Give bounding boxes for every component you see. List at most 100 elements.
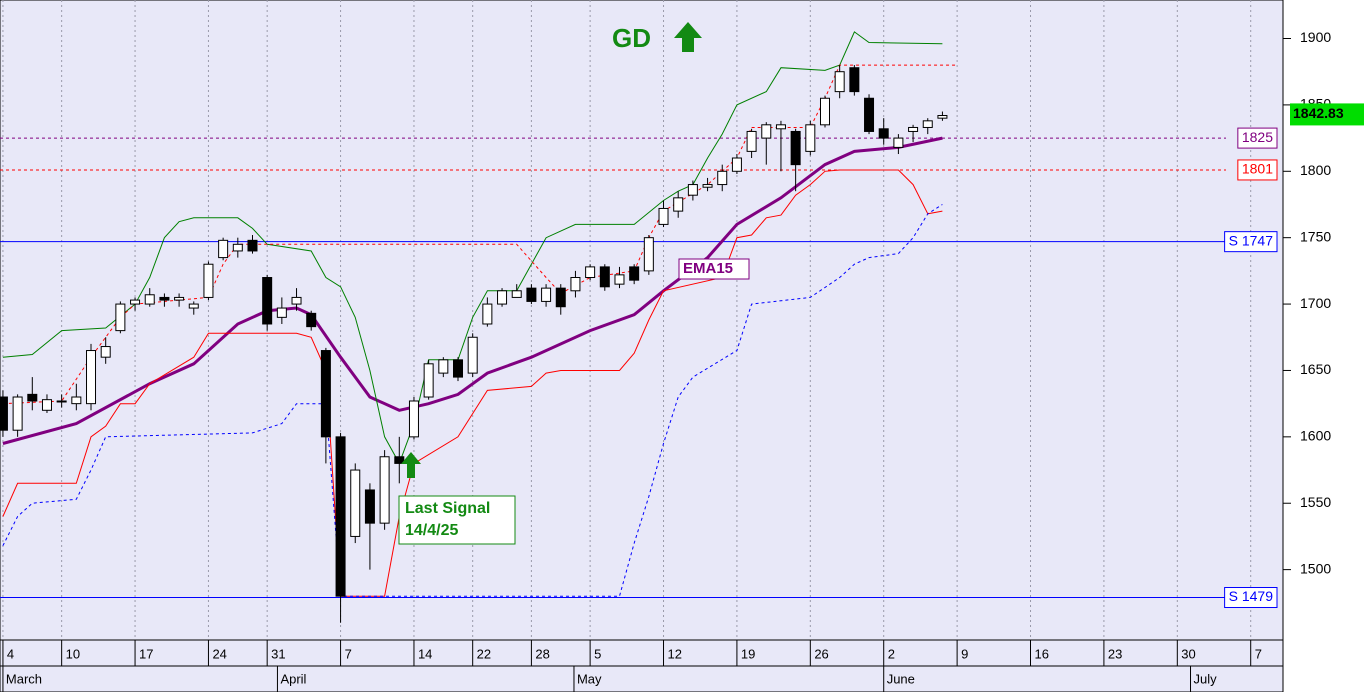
candle-body <box>937 115 948 119</box>
candle-body <box>232 243 243 252</box>
x-tick-label: 16 <box>1035 646 1049 661</box>
month-label: May <box>577 671 602 686</box>
month-label: March <box>6 671 42 686</box>
candle-body <box>717 170 728 186</box>
candle-body <box>306 312 317 328</box>
level-box <box>1224 587 1278 609</box>
candle-body <box>438 359 449 374</box>
candle-body <box>203 263 214 298</box>
signal-box <box>398 495 516 545</box>
candle-body <box>335 436 346 597</box>
x-tick-label: 2 <box>888 646 895 661</box>
x-tick-label: 14 <box>418 646 432 661</box>
candle-body <box>658 207 669 225</box>
candle-body <box>805 124 816 152</box>
candle-body <box>408 400 419 438</box>
candle-body <box>643 237 654 272</box>
candle-body <box>585 266 596 279</box>
x-tick-label: 7 <box>345 646 352 661</box>
candle-body <box>423 363 434 398</box>
candle-body <box>893 137 904 148</box>
x-tick-label: 10 <box>66 646 80 661</box>
candle-body <box>174 296 185 301</box>
x-tick-label: 17 <box>139 646 153 661</box>
x-tick-label: 24 <box>212 646 226 661</box>
y-tick-label: 1700 <box>1300 295 1331 311</box>
x-tick-label: 23 <box>1108 646 1122 661</box>
month-label: July <box>1194 671 1218 686</box>
x-tick-label: 31 <box>271 646 285 661</box>
x-tick-label: 22 <box>477 646 491 661</box>
candle-body <box>12 396 23 431</box>
y-tick-label: 1800 <box>1300 162 1331 178</box>
candle-body <box>467 336 478 374</box>
x-tick-label: 26 <box>814 646 828 661</box>
y-tick-label: 1650 <box>1300 361 1331 377</box>
candle-body <box>922 120 933 128</box>
candle-body <box>614 274 625 285</box>
candle-body <box>629 266 640 281</box>
candle-body <box>761 124 772 139</box>
x-tick-label: 28 <box>535 646 549 661</box>
candle-body <box>497 290 508 305</box>
x-tick-label: 7 <box>1255 646 1262 661</box>
candle-body <box>834 71 845 93</box>
candle-body <box>56 400 67 403</box>
candle-body <box>687 184 698 196</box>
candle-body <box>731 157 742 172</box>
plot-area <box>0 0 1284 641</box>
x-tick-label: 4 <box>7 646 14 661</box>
month-label: June <box>887 671 915 686</box>
y-tick-label: 1750 <box>1300 228 1331 244</box>
level-label: S 1747 <box>1229 232 1274 248</box>
candle-body <box>394 456 405 464</box>
x-tick-label: 19 <box>741 646 755 661</box>
y-tick-label: 1900 <box>1300 29 1331 45</box>
candle-body <box>819 97 830 126</box>
candle-body <box>453 359 464 378</box>
line <box>2 204 943 597</box>
candle-body <box>775 124 786 130</box>
line <box>2 64 958 405</box>
candle-body <box>482 303 493 325</box>
candle-body <box>262 277 273 325</box>
candle-body <box>320 350 331 438</box>
y-tick-label: 1550 <box>1300 494 1331 510</box>
candle-body <box>849 67 860 93</box>
candle-body <box>746 130 757 152</box>
level-label: 1801 <box>1242 161 1273 177</box>
level-box <box>1237 127 1278 149</box>
candle-body <box>276 307 287 318</box>
level-label: 1825 <box>1242 129 1273 145</box>
candle-body <box>526 287 537 302</box>
x-tick-label: 9 <box>961 646 968 661</box>
candle-body <box>27 393 38 402</box>
candle-body <box>702 184 713 188</box>
level-box <box>1237 159 1278 181</box>
candle-body <box>379 456 390 524</box>
last-price-label: 1842.83 <box>1293 105 1344 121</box>
candle-body <box>86 350 97 405</box>
level-box <box>1224 231 1278 253</box>
x-tick-label: 5 <box>594 646 601 661</box>
candle-body <box>570 277 581 292</box>
signal-label: Last Signal <box>405 500 490 517</box>
level-label: S 1479 <box>1229 588 1274 604</box>
candle-body <box>555 287 566 308</box>
candle-body <box>247 239 258 252</box>
candle-body <box>159 296 170 301</box>
candle-body <box>541 287 552 302</box>
candle-body <box>864 97 875 132</box>
candle-body <box>364 489 375 524</box>
month-label: April <box>280 671 306 686</box>
ema-label-box <box>678 258 750 280</box>
candle-body <box>144 294 155 305</box>
candle-body <box>115 303 126 332</box>
candle-body <box>0 396 8 431</box>
candle-body <box>878 128 889 139</box>
candle-body <box>350 469 361 537</box>
candle-body <box>100 346 111 358</box>
candle-body <box>218 239 229 259</box>
title: GD <box>612 23 651 53</box>
